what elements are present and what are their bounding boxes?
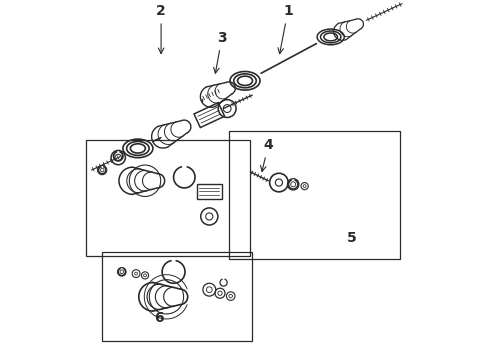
Text: 6: 6 — [154, 311, 164, 325]
Text: 1: 1 — [278, 4, 293, 54]
Text: 4: 4 — [261, 138, 273, 171]
Text: 3: 3 — [214, 31, 226, 73]
Text: 5: 5 — [347, 231, 357, 245]
Text: 2: 2 — [156, 4, 166, 54]
